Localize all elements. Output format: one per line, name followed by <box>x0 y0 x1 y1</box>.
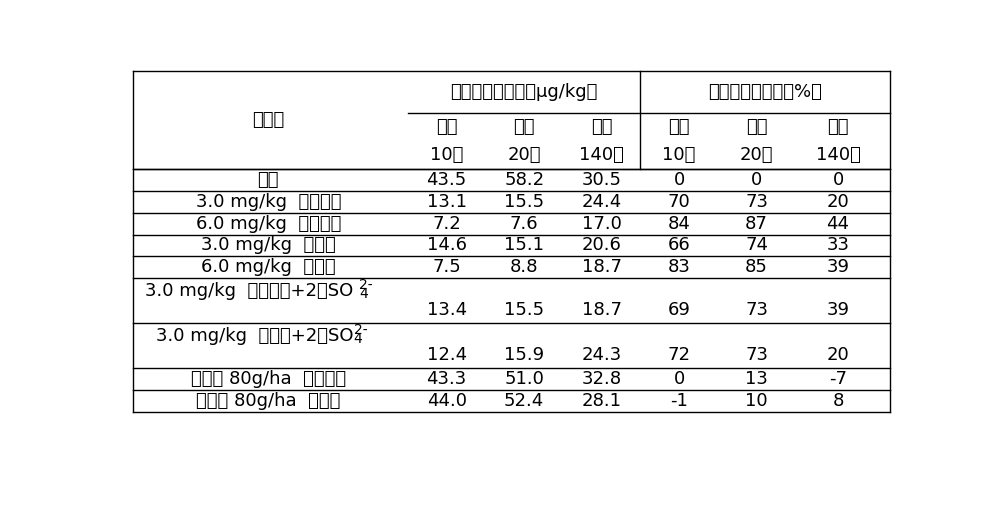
Text: 24.3: 24.3 <box>582 346 622 364</box>
Text: 3.0 mg/kg  硒酸钠: 3.0 mg/kg 硒酸钠 <box>201 236 336 255</box>
Text: 淹水: 淹水 <box>827 118 849 136</box>
Text: 58.2: 58.2 <box>504 171 544 189</box>
Text: 20.6: 20.6 <box>582 236 622 255</box>
Text: 10天: 10天 <box>430 146 463 164</box>
Text: 140天: 140天 <box>579 146 624 164</box>
Text: 43.3: 43.3 <box>426 370 467 388</box>
Text: 72: 72 <box>668 346 691 364</box>
Text: 66: 66 <box>668 236 690 255</box>
Text: 83: 83 <box>668 259 691 276</box>
Text: 12.4: 12.4 <box>427 346 467 364</box>
Text: 20天: 20天 <box>507 146 541 164</box>
Text: 52.4: 52.4 <box>504 392 544 410</box>
Text: 0: 0 <box>832 171 844 189</box>
Text: 淹水: 淹水 <box>591 118 612 136</box>
Text: -1: -1 <box>670 392 688 410</box>
Text: 32.8: 32.8 <box>582 370 622 388</box>
Text: 对照: 对照 <box>258 171 279 189</box>
Text: 15.9: 15.9 <box>504 346 544 364</box>
Text: 6.0 mg/kg  亚硒酸钠: 6.0 mg/kg 亚硒酸钠 <box>196 214 341 233</box>
Text: 18.7: 18.7 <box>582 301 622 319</box>
Text: 8: 8 <box>832 392 844 410</box>
Text: 73: 73 <box>745 346 768 364</box>
Text: 7.6: 7.6 <box>510 214 538 233</box>
Text: 28.1: 28.1 <box>582 392 622 410</box>
Text: 13.1: 13.1 <box>427 193 467 211</box>
Text: -7: -7 <box>829 370 847 388</box>
Text: 84: 84 <box>668 214 691 233</box>
Text: 3.0 mg/kg  亚硒酸钠+2倍SO: 3.0 mg/kg 亚硒酸钠+2倍SO <box>145 282 353 300</box>
Text: 10天: 10天 <box>662 146 696 164</box>
Text: 44: 44 <box>826 214 850 233</box>
Text: 44.0: 44.0 <box>427 392 467 410</box>
Text: 8.8: 8.8 <box>510 259 538 276</box>
Text: 土壤甲基汞减少（%）: 土壤甲基汞减少（%） <box>708 83 822 101</box>
Text: 43.5: 43.5 <box>426 171 467 189</box>
Text: 18.7: 18.7 <box>582 259 622 276</box>
Text: 3.0 mg/kg  硒酸钠+2倍SO: 3.0 mg/kg 硒酸钠+2倍SO <box>156 327 353 345</box>
Text: 20天: 20天 <box>740 146 773 164</box>
Text: 73: 73 <box>745 301 768 319</box>
Text: 土壤甲基汞含量（μg/kg）: 土壤甲基汞含量（μg/kg） <box>450 83 598 101</box>
Text: 33: 33 <box>826 236 850 255</box>
Text: 3.0 mg/kg  亚硒酸钠: 3.0 mg/kg 亚硒酸钠 <box>196 193 341 211</box>
Text: 20: 20 <box>827 346 849 364</box>
Text: 0: 0 <box>751 171 762 189</box>
Text: 15.1: 15.1 <box>504 236 544 255</box>
Text: 20: 20 <box>827 193 849 211</box>
Text: 2-: 2- <box>354 323 367 337</box>
Text: 51.0: 51.0 <box>504 370 544 388</box>
Text: 70: 70 <box>668 193 690 211</box>
Text: 17.0: 17.0 <box>582 214 622 233</box>
Text: 7.5: 7.5 <box>432 259 461 276</box>
Text: 叶面肥 80g/ha  亚硒酸钠: 叶面肥 80g/ha 亚硒酸钠 <box>191 370 346 388</box>
Text: 39: 39 <box>826 301 850 319</box>
Text: 73: 73 <box>745 193 768 211</box>
Text: 87: 87 <box>745 214 768 233</box>
Text: 2-: 2- <box>359 278 373 293</box>
Text: 15.5: 15.5 <box>504 301 544 319</box>
Text: 叶面肥 80g/ha  硒酸钠: 叶面肥 80g/ha 硒酸钠 <box>196 392 341 410</box>
Text: 4: 4 <box>359 287 368 301</box>
Text: 7.2: 7.2 <box>432 214 461 233</box>
Text: 淹水: 淹水 <box>436 118 457 136</box>
Text: 10: 10 <box>745 392 768 410</box>
Text: 30.5: 30.5 <box>582 171 622 189</box>
Text: 140天: 140天 <box>816 146 860 164</box>
Text: 69: 69 <box>668 301 691 319</box>
Text: 15.5: 15.5 <box>504 193 544 211</box>
Text: 13: 13 <box>745 370 768 388</box>
Text: 85: 85 <box>745 259 768 276</box>
Text: 6.0 mg/kg  硒酸钠: 6.0 mg/kg 硒酸钠 <box>201 259 336 276</box>
Text: 4: 4 <box>354 332 362 346</box>
Text: 13.4: 13.4 <box>427 301 467 319</box>
Text: 74: 74 <box>745 236 768 255</box>
Text: 淹水: 淹水 <box>668 118 690 136</box>
Text: 0: 0 <box>674 370 685 388</box>
Text: 0: 0 <box>674 171 685 189</box>
Text: 14.6: 14.6 <box>427 236 467 255</box>
Text: 淹水: 淹水 <box>746 118 767 136</box>
Text: 39: 39 <box>826 259 850 276</box>
Text: 24.4: 24.4 <box>582 193 622 211</box>
Text: 淹水: 淹水 <box>513 118 535 136</box>
Text: 处理组: 处理组 <box>252 111 285 129</box>
